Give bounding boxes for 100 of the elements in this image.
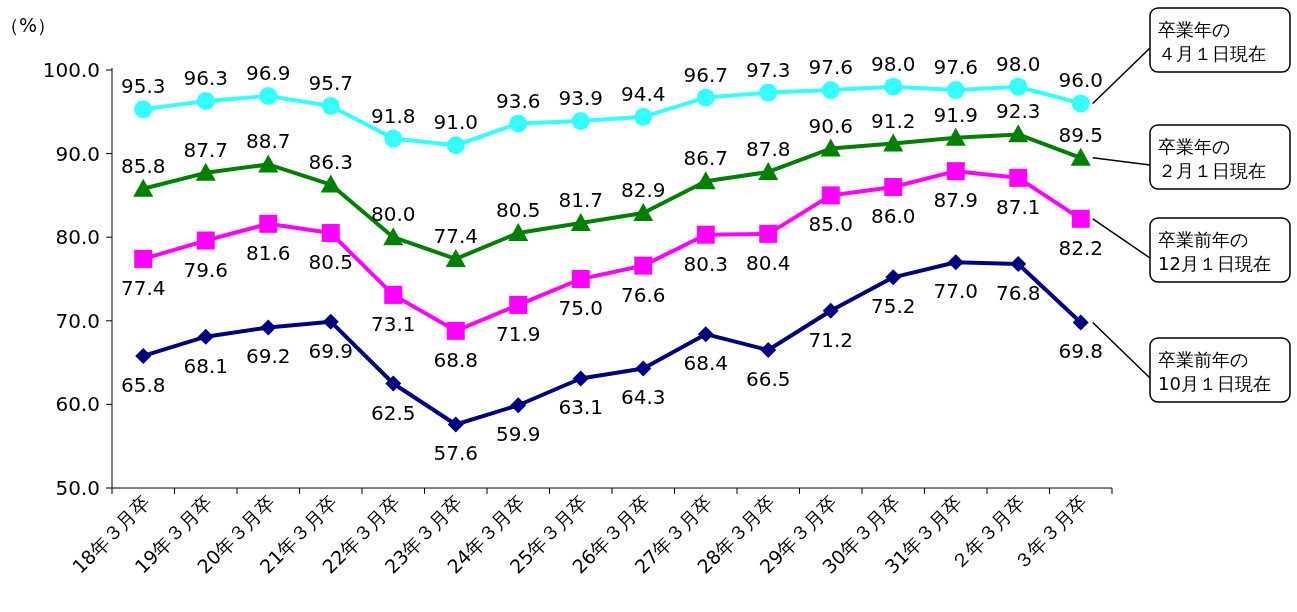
- data-label: 77.0: [933, 279, 979, 304]
- data-label: 80.5: [308, 250, 354, 275]
- point: [759, 224, 778, 243]
- data-label: 75.2: [870, 294, 916, 319]
- data-label: 87.1: [995, 194, 1041, 219]
- data-label: 64.3: [620, 385, 666, 410]
- data-label: 86.3: [308, 149, 354, 174]
- data-label: 86.0: [870, 204, 916, 229]
- data-label: 90.6: [808, 113, 854, 138]
- data-label: 81.7: [558, 187, 604, 212]
- y-tick-label: 90.0: [55, 141, 100, 166]
- data-label: 80.0: [370, 202, 416, 227]
- point: [758, 161, 779, 180]
- data-label: 66.5: [745, 367, 791, 392]
- data-label: 96.9: [245, 60, 291, 85]
- point: [634, 256, 653, 275]
- text: 卒業年の４月１日現在: [1158, 19, 1266, 64]
- data-label: 71.2: [808, 327, 854, 352]
- point: [633, 202, 654, 221]
- point: [195, 162, 216, 181]
- data-label: 69.2: [245, 344, 291, 369]
- y-tick-label: 60.0: [55, 392, 100, 417]
- point: [134, 100, 153, 119]
- point: [883, 133, 904, 152]
- point: [696, 225, 715, 244]
- point: [945, 127, 966, 146]
- point: [635, 360, 652, 377]
- data-label: 87.8: [745, 136, 791, 161]
- point: [1071, 94, 1090, 113]
- data-label: 96.3: [183, 65, 229, 90]
- point: [946, 81, 965, 100]
- point: [446, 136, 465, 155]
- point: [1008, 124, 1029, 143]
- point: [321, 224, 340, 243]
- point: [321, 96, 340, 115]
- point: [1009, 77, 1028, 96]
- point: [320, 174, 341, 193]
- point: [1009, 168, 1028, 187]
- data-label: 71.9: [495, 321, 541, 346]
- text: 卒業前年の10月１日現在: [1158, 349, 1271, 394]
- point: [384, 285, 403, 304]
- text: 卒業年の２月１日現在: [1158, 136, 1266, 181]
- data-label: 77.4: [120, 275, 166, 300]
- data-label: 97.3: [745, 57, 791, 82]
- point: [571, 112, 590, 130]
- point: [572, 370, 589, 387]
- data-label: 75.0: [558, 296, 604, 320]
- point: [760, 342, 777, 359]
- point: [822, 302, 839, 319]
- data-label: 96.7: [683, 62, 729, 87]
- point: [696, 88, 715, 107]
- data-label: 76.8: [995, 280, 1041, 305]
- point: [510, 397, 527, 414]
- data-label: 80.4: [745, 250, 791, 275]
- point: [884, 77, 903, 96]
- y-tick-label: 80.0: [55, 225, 100, 250]
- data-label: 69.8: [1058, 339, 1104, 364]
- data-label: 92.3: [995, 99, 1041, 124]
- point: [447, 416, 464, 433]
- point: [885, 269, 902, 286]
- point: [821, 186, 840, 205]
- y-tick-label: 100.0: [42, 58, 100, 82]
- point: [259, 86, 278, 105]
- point: [196, 91, 215, 110]
- data-label: 97.6: [933, 55, 979, 80]
- point: [571, 270, 590, 288]
- point: [884, 178, 903, 197]
- data-label: 82.2: [1058, 235, 1104, 260]
- point: [1010, 255, 1027, 272]
- data-label: 87.9: [933, 188, 979, 213]
- data-label: 80.3: [683, 251, 729, 276]
- data-label: 68.1: [183, 353, 229, 378]
- point: [322, 313, 339, 330]
- point: [1070, 147, 1091, 166]
- data-label: 91.0: [433, 110, 479, 135]
- data-label: 97.6: [808, 55, 854, 80]
- point: [821, 81, 840, 100]
- data-label: 62.5: [370, 400, 416, 425]
- point: [445, 248, 466, 267]
- text: 卒業前年の12月１日現在: [1158, 229, 1271, 274]
- data-label: 93.9: [558, 86, 604, 110]
- point: [384, 129, 403, 148]
- data-label: 98.0: [995, 51, 1041, 76]
- data-label: 98.0: [870, 51, 916, 76]
- point: [820, 138, 841, 157]
- data-label: 91.2: [870, 108, 916, 133]
- data-label: 73.1: [370, 311, 416, 336]
- data-label: 69.9: [308, 338, 354, 363]
- data-label: 86.7: [683, 146, 729, 171]
- point: [196, 231, 215, 250]
- data-label: 82.9: [620, 177, 666, 202]
- point: [135, 347, 152, 364]
- point: [260, 319, 277, 336]
- data-label: 88.7: [245, 129, 291, 154]
- data-label: 93.6: [495, 88, 541, 113]
- data-label: 59.9: [495, 422, 541, 447]
- data-label: 85.8: [120, 153, 166, 178]
- point: [946, 162, 965, 181]
- point: [1072, 314, 1089, 331]
- point: [258, 154, 279, 173]
